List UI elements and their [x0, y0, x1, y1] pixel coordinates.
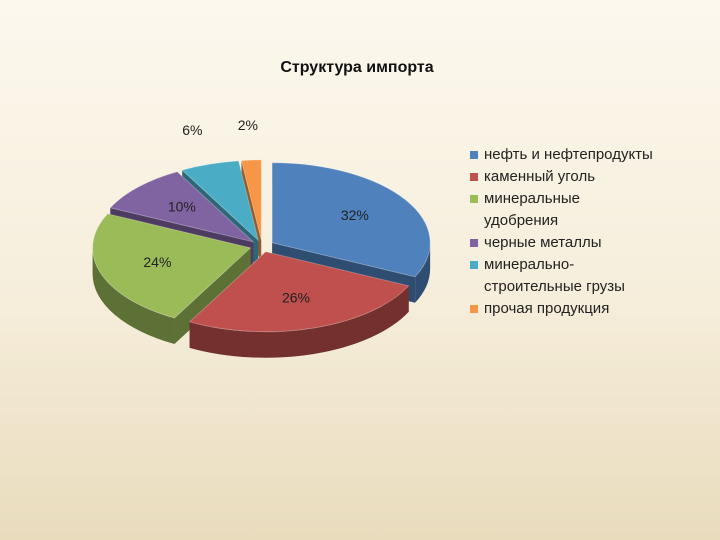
slice [181, 160, 260, 242]
slice [109, 171, 256, 243]
legend-label: прочая продукция [484, 300, 610, 317]
legend-swatch [470, 239, 478, 247]
legend-swatch [470, 173, 478, 181]
legend-label: нефть и нефтепродукты [484, 146, 653, 163]
data-label: 24% [143, 254, 171, 270]
legend: нефть и нефтепродукты каменный уголь минер… [470, 144, 655, 320]
legend-label: минеральные удобрения [484, 190, 580, 229]
legend-item: минеральные удобрения [470, 188, 655, 232]
legend-swatch [470, 195, 478, 203]
legend-item: черные металлы [470, 232, 655, 254]
legend-item: каменный уголь [470, 166, 655, 188]
slice [271, 162, 431, 278]
chart-title: Структура импорта [280, 59, 433, 76]
data-label: 32% [341, 207, 369, 223]
slice [240, 159, 262, 241]
legend-swatch [470, 261, 478, 269]
legend-item: минерально-строительные грузы [470, 254, 655, 298]
data-label: 2% [238, 117, 258, 133]
legend-item: нефть и нефтепродукты [470, 144, 655, 166]
slice [188, 251, 410, 333]
slice [92, 213, 252, 319]
data-label: 6% [182, 122, 202, 138]
slice-wall [92, 247, 175, 344]
legend-item: прочая продукция [470, 298, 655, 320]
legend-label: черные металлы [484, 234, 602, 251]
legend-label: каменный уголь [484, 168, 596, 185]
data-label: 10% [168, 199, 196, 215]
legend-label: минерально-строительные грузы [484, 256, 625, 295]
legend-swatch [470, 151, 478, 159]
slice-wall [189, 285, 409, 358]
slice-wall [415, 242, 431, 303]
legend-swatch [470, 305, 478, 313]
data-label: 26% [282, 290, 310, 306]
